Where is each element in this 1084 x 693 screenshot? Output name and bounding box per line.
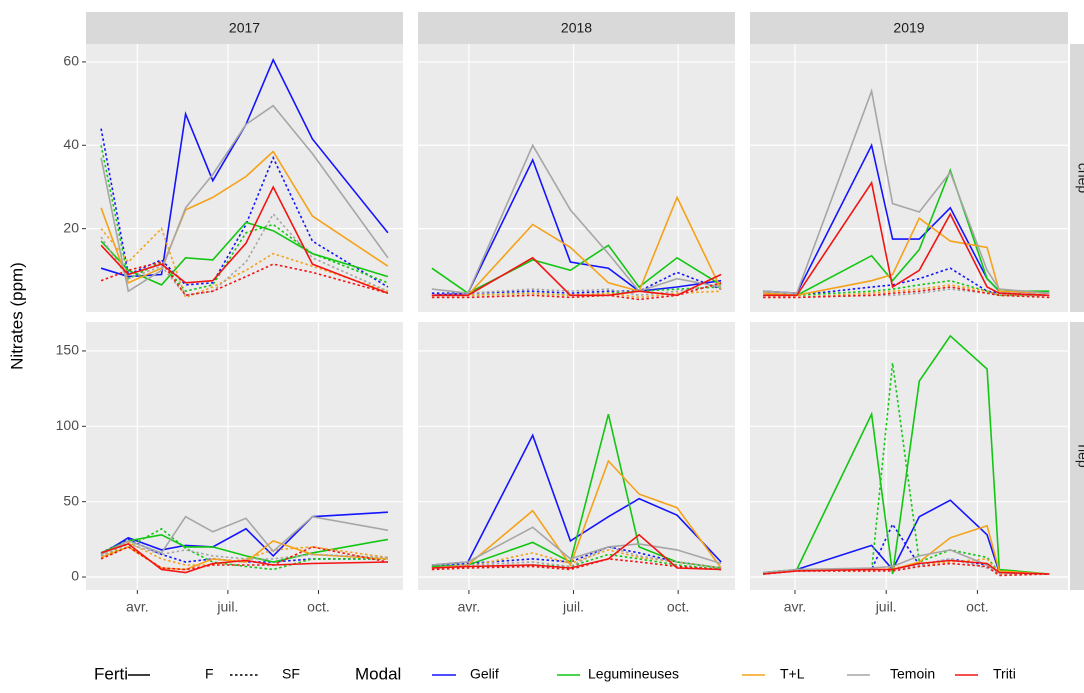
row-strip xyxy=(1070,44,1084,312)
series-line xyxy=(763,288,1050,299)
x-tick-label: avr. xyxy=(126,599,149,615)
x-tick-label: juil. xyxy=(875,599,897,615)
legend-label: Legumineuses xyxy=(588,666,679,682)
column-strip xyxy=(86,12,403,44)
x-tick-label: avr. xyxy=(784,599,807,615)
series-line xyxy=(100,261,389,297)
series-line xyxy=(763,559,1050,575)
y-tick-label: 40 xyxy=(63,136,79,152)
legend-label: Gelif xyxy=(470,666,499,682)
series-line xyxy=(763,267,1050,297)
series-line xyxy=(431,143,722,295)
series-line xyxy=(100,543,388,560)
x-tick-label: oct. xyxy=(966,599,989,615)
y-tick-label: 100 xyxy=(56,417,80,433)
legend-label: T+L xyxy=(780,666,805,682)
series-line xyxy=(100,185,389,294)
series-line xyxy=(431,195,722,297)
series-line xyxy=(100,128,389,288)
series-line xyxy=(431,546,722,569)
column-strip xyxy=(750,12,1068,44)
series-line xyxy=(431,533,722,571)
series-line xyxy=(100,104,389,293)
x-tick-label: oct. xyxy=(307,599,330,615)
legend-title: Ferti xyxy=(94,664,128,683)
series-line xyxy=(431,244,722,295)
x-tick-label: avr. xyxy=(458,599,481,615)
series-line xyxy=(431,526,722,566)
legend-label: F xyxy=(205,666,214,682)
series-line xyxy=(763,216,1050,297)
x-tick-label: juil. xyxy=(562,599,584,615)
series-line xyxy=(431,256,722,297)
panel-background xyxy=(418,44,735,312)
y-tick-label: 20 xyxy=(63,219,79,235)
row-strip-label: chep xyxy=(1075,163,1084,194)
series-line xyxy=(763,562,1050,577)
series-line xyxy=(763,167,1050,297)
series-line xyxy=(431,546,722,569)
series-line xyxy=(763,279,1050,297)
column-strip-label: 2018 xyxy=(561,20,592,36)
row-strip-label: riep xyxy=(1075,444,1084,468)
series-line xyxy=(100,545,389,571)
series-line xyxy=(431,282,722,301)
row-strip xyxy=(1070,322,1084,590)
series-line xyxy=(763,180,1050,297)
y-tick-label: 50 xyxy=(63,492,79,508)
series-line xyxy=(100,515,389,556)
panel-background xyxy=(418,322,735,590)
y-axis-title: Nitrates (ppm) xyxy=(7,262,26,370)
x-tick-label: juil. xyxy=(216,599,238,615)
series-line xyxy=(431,558,722,571)
series-line xyxy=(431,284,722,297)
series-line xyxy=(100,533,389,563)
series-line xyxy=(763,284,1050,299)
series-line xyxy=(763,286,1050,299)
series-line xyxy=(763,362,1050,575)
series-line xyxy=(100,145,389,293)
series-line xyxy=(431,433,722,566)
column-strip-label: 2017 xyxy=(229,20,260,36)
series-line xyxy=(100,540,388,571)
series-line xyxy=(100,527,388,571)
legend-label: Triti xyxy=(993,666,1016,682)
series-line xyxy=(100,227,389,299)
panel-background xyxy=(750,44,1068,312)
series-line xyxy=(763,88,1050,295)
series-line xyxy=(431,414,722,569)
series-line xyxy=(762,334,1050,575)
legend-label: Temoin xyxy=(890,666,935,682)
series-line xyxy=(762,499,1050,575)
series-line xyxy=(100,150,389,284)
legend-label: SF xyxy=(282,666,300,682)
column-strip-label: 2019 xyxy=(893,20,924,36)
series-line xyxy=(100,543,388,574)
y-tick-label: 0 xyxy=(71,568,79,584)
column-strip xyxy=(418,12,735,44)
legend-title: Modal xyxy=(355,664,401,683)
series-line xyxy=(763,558,1050,575)
series-line xyxy=(431,290,722,299)
y-tick-label: 60 xyxy=(63,53,79,69)
series-line xyxy=(100,538,388,563)
y-tick-label: 150 xyxy=(56,342,80,358)
x-tick-label: oct. xyxy=(667,599,690,615)
